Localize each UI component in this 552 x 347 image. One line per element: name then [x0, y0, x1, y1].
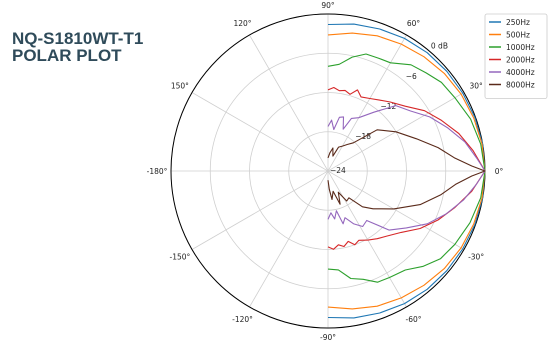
- legend-label: 500Hz: [506, 31, 530, 40]
- angle-label: 150°: [171, 82, 189, 91]
- angle-label: -120°: [232, 315, 253, 324]
- radial-tick-label: 0 dB: [431, 42, 448, 51]
- legend-label: 4000Hz: [506, 68, 535, 77]
- angle-label: -30°: [468, 253, 484, 262]
- radial-tick-label: −6: [406, 72, 417, 81]
- radial-labels: 0 dB −6 −12 −18 −24: [330, 42, 448, 175]
- grid-spoke-150: [191, 92, 465, 250]
- legend: 250Hz 500Hz 1000Hz 2000Hz 4000Hz 8000Hz: [484, 13, 548, 99]
- angle-label: 30°: [469, 82, 483, 91]
- radial-tick-label: −12: [380, 102, 396, 111]
- polar-grid: [170, 13, 486, 329]
- angle-labels: 90° 60° 30° 0° -30° -60° -90° -120° -150° -180° 15…: [147, 1, 504, 342]
- series-line-8000Hz: [327, 129, 486, 210]
- angle-label: -180°: [147, 167, 168, 176]
- legend-label: 1000Hz: [506, 43, 535, 52]
- angle-label: 90°: [321, 1, 335, 10]
- legend-label: 2000Hz: [506, 56, 535, 65]
- radial-tick-label: −18: [355, 132, 371, 141]
- chart-title: NQ-S1810WT-T1 POLAR PLOT: [12, 30, 143, 64]
- title-line-2: POLAR PLOT: [12, 46, 122, 65]
- title-line-1: NQ-S1810WT-T1: [12, 29, 144, 48]
- angle-label: -90°: [320, 333, 336, 342]
- angle-label: -150°: [170, 253, 191, 262]
- angle-label: 0°: [495, 167, 504, 176]
- legend-label: 250Hz: [506, 18, 530, 27]
- radial-tick-label: −24: [330, 166, 346, 175]
- angle-label: 60°: [407, 19, 421, 28]
- series-lines: [327, 23, 486, 319]
- legend-label: 8000Hz: [506, 81, 535, 90]
- angle-label: 120°: [233, 19, 251, 28]
- angle-label: -60°: [406, 315, 422, 324]
